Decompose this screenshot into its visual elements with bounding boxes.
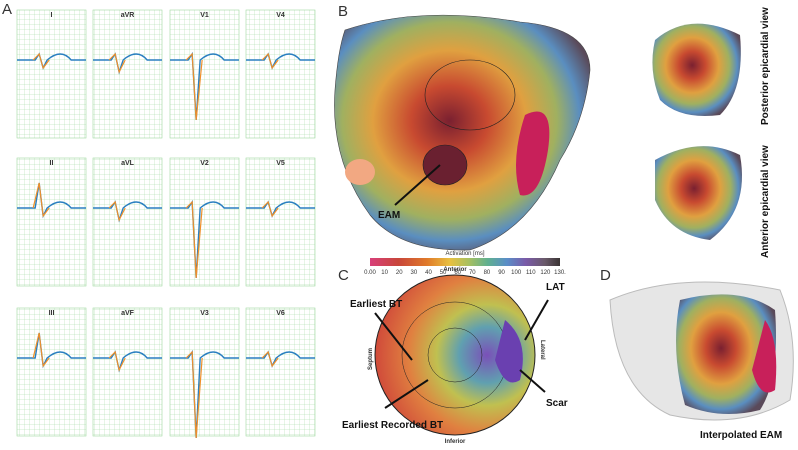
ecg-grid (16, 307, 87, 437)
annotation: Scar (546, 398, 568, 409)
scar-region (495, 320, 523, 383)
lead-label: aVF (121, 310, 135, 317)
colorbar-tick: 130. (554, 270, 566, 276)
ecg-grid (245, 9, 316, 139)
ring (427, 327, 483, 383)
ecg-grid (169, 307, 240, 437)
annotation: Earliest BT (350, 299, 402, 310)
lead-label: V4 (276, 12, 285, 19)
colorbar-tick: 100 (511, 270, 522, 276)
colorbar-tick: 80 (484, 270, 491, 276)
colorbar-tick: 120 (540, 270, 551, 276)
lead-label: aVR (121, 12, 135, 19)
panel-label: B (338, 3, 348, 20)
lead-label: III (49, 310, 55, 317)
ecg-grid (92, 9, 163, 139)
heart-map (334, 14, 591, 251)
caption: Interpolated EAM (700, 430, 782, 441)
annotation: Earliest Recorded BT (342, 420, 443, 431)
ecg-sim-trace (32, 182, 50, 218)
direction: Anterior (443, 267, 467, 273)
direction: Inferior (445, 439, 466, 445)
ecg-sim-trace (185, 52, 203, 121)
colorbar-tick: 20 (396, 270, 403, 276)
colorbar-tick: 40 (425, 270, 432, 276)
colorbar-title: Activation [ms] (445, 251, 484, 257)
ecg-sim-trace (261, 200, 279, 218)
ecg-grid (245, 307, 316, 437)
colorbar-tick: 50 (440, 270, 447, 276)
scar (516, 111, 550, 196)
anterior-view (655, 146, 742, 240)
colorbar-tick: 110 (526, 270, 536, 276)
ecg-grid (92, 307, 163, 437)
ecg-sim-trace (108, 200, 126, 222)
colorbar-tick: 0.00 (364, 270, 376, 276)
lead-label: aVL (121, 160, 135, 167)
lead-label: I (51, 12, 53, 19)
orientation-icon (345, 159, 375, 185)
interpolated-map (676, 294, 776, 414)
view-label: Posterior epicardial view (760, 7, 771, 125)
ecg-sim-trace (108, 52, 126, 74)
lead-label: V2 (200, 160, 209, 167)
ecg-sim-trace (185, 350, 203, 439)
colorbar-tick: 30 (411, 270, 418, 276)
ecg-sim-trace (32, 332, 50, 368)
arrow (384, 379, 429, 409)
isochrone (422, 144, 468, 186)
lead-label: V6 (276, 310, 285, 317)
panel-label: C (338, 267, 349, 284)
arrow (519, 369, 546, 393)
colorbar-tick: 90 (498, 270, 505, 276)
scar (752, 320, 777, 393)
colorbar (370, 258, 560, 266)
annotation: EAM (378, 210, 400, 221)
ecg-sim-trace (32, 52, 50, 70)
annotation: LAT (546, 282, 565, 293)
arrow (394, 164, 441, 206)
ecg-sim-trace (185, 200, 203, 279)
view-label: Anterior epicardial view (760, 145, 771, 258)
lead-label: II (50, 160, 54, 167)
lead-label: V1 (200, 12, 209, 19)
arrow (374, 312, 413, 361)
polar-map (374, 274, 536, 436)
direction: Lateral (539, 340, 545, 360)
ecg-sim-trace (108, 350, 126, 372)
ecg-grid (169, 9, 240, 139)
colorbar-tick: 70 (469, 270, 476, 276)
ecg-grid (92, 157, 163, 287)
ecg-sim-trace (261, 52, 279, 70)
ecg-grid (245, 157, 316, 287)
ecg-grid (16, 157, 87, 287)
arrow (524, 299, 549, 341)
isochrone (424, 59, 516, 131)
colorbar-tick: 10 (381, 270, 388, 276)
ecg-grid (169, 157, 240, 287)
panel-label: A (2, 1, 12, 18)
ecg-grid (16, 9, 87, 139)
colorbar-tick: 60 (454, 270, 461, 276)
ecg-sim-trace (261, 350, 279, 368)
lead-label: V3 (200, 310, 209, 317)
lead-label: V5 (276, 160, 285, 167)
posterior-view (652, 23, 741, 116)
direction: Septum (368, 348, 374, 370)
colorbar-ticks: 0.00 10 20 30 40 50 60 70 80 90 100 110 120 130. (364, 270, 566, 276)
panel-label: D (600, 267, 611, 284)
